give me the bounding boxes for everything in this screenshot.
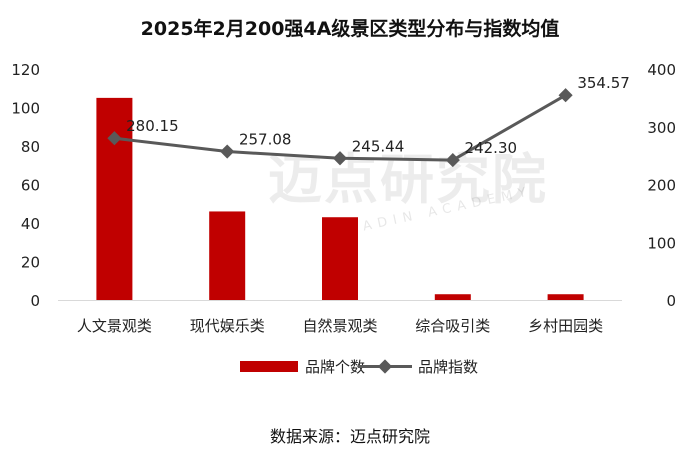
chart-title: 2025年2月200强4A级景区类型分布与指数均值: [140, 18, 560, 40]
data-label-2: 245.44: [352, 137, 405, 155]
legend-marker-line: [377, 359, 393, 374]
line-marker-1: [220, 144, 235, 159]
category-labels: 人文景观类 现代娱乐类 自然景观类 综合吸引类 乡村田园类: [77, 317, 603, 335]
line-marker-3: [445, 153, 460, 168]
y-left-tick-0: 0: [30, 292, 40, 310]
y-right-tick-0: 0: [666, 292, 676, 310]
line-series: [107, 88, 573, 168]
legend-swatch-bar: [240, 361, 298, 372]
category-label-3: 综合吸引类: [415, 317, 490, 335]
source-note: 数据来源：迈点研究院: [269, 427, 430, 446]
bar-2: [322, 217, 358, 300]
category-label-1: 现代娱乐类: [190, 317, 265, 335]
bar-1: [209, 211, 246, 300]
bar-series: [96, 97, 584, 300]
y-left-tick-3: 60: [21, 177, 40, 195]
legend: 品牌个数 品牌指数: [240, 358, 478, 376]
legend-label-line: 品牌指数: [418, 358, 478, 376]
y-left-tick-2: 40: [21, 215, 40, 233]
legend-label-bar: 品牌个数: [305, 358, 365, 376]
bar-4: [547, 294, 584, 300]
data-label-3: 242.30: [465, 139, 518, 157]
bar-3: [434, 294, 471, 300]
line-marker-2: [332, 151, 348, 166]
y-axis-left: 0 20 40 60 80 100 120: [11, 61, 40, 310]
category-label-4: 乡村田园类: [528, 317, 603, 335]
y-right-tick-1: 100: [647, 234, 676, 252]
y-right-tick-3: 300: [647, 119, 676, 137]
data-label-1: 257.08: [239, 131, 292, 149]
y-left-tick-6: 120: [11, 61, 40, 79]
category-label-2: 自然景观类: [302, 317, 377, 335]
y-right-tick-4: 400: [647, 61, 676, 79]
y-left-tick-1: 20: [21, 254, 40, 272]
data-label-0: 280.15: [126, 117, 179, 135]
line-data-labels: 280.15 257.08 245.44 242.30 354.57: [126, 74, 630, 157]
y-left-tick-4: 80: [21, 138, 40, 156]
y-left-tick-5: 100: [11, 100, 40, 118]
data-label-4: 354.57: [577, 74, 630, 92]
category-label-0: 人文景观类: [77, 317, 152, 335]
y-right-tick-2: 200: [647, 177, 676, 195]
line-marker-4: [558, 88, 573, 103]
y-axis-right: 0 100 200 300 400: [647, 61, 676, 310]
